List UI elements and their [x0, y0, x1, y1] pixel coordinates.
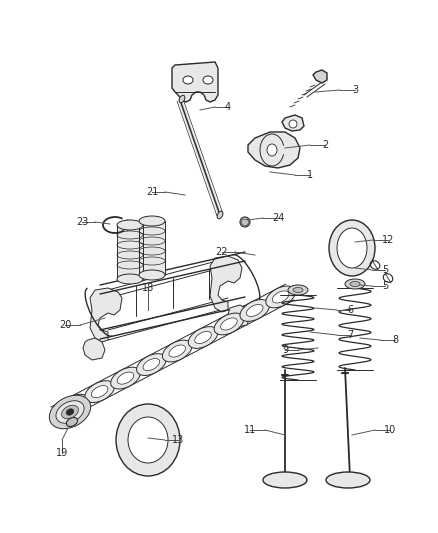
Ellipse shape: [49, 395, 91, 429]
Ellipse shape: [350, 281, 360, 287]
Ellipse shape: [293, 287, 303, 293]
Text: 20: 20: [59, 320, 71, 330]
Polygon shape: [210, 256, 242, 312]
Ellipse shape: [188, 327, 218, 349]
Text: 12: 12: [382, 235, 394, 245]
Text: 10: 10: [384, 425, 396, 435]
Ellipse shape: [66, 409, 74, 415]
Text: 5: 5: [382, 281, 388, 291]
Text: 8: 8: [392, 335, 398, 345]
Ellipse shape: [117, 274, 143, 284]
Ellipse shape: [59, 394, 88, 416]
Ellipse shape: [183, 76, 193, 84]
Polygon shape: [90, 288, 122, 342]
Text: 18: 18: [142, 283, 154, 293]
Ellipse shape: [137, 354, 166, 375]
Ellipse shape: [289, 120, 297, 128]
Text: 4: 4: [225, 102, 231, 112]
Text: 24: 24: [272, 213, 284, 223]
Ellipse shape: [337, 228, 367, 268]
Text: 23: 23: [76, 217, 88, 227]
Ellipse shape: [56, 401, 84, 423]
Text: 22: 22: [216, 247, 228, 257]
Polygon shape: [282, 115, 304, 131]
Ellipse shape: [214, 313, 244, 335]
Ellipse shape: [139, 270, 165, 280]
Text: 9: 9: [282, 345, 288, 355]
Ellipse shape: [329, 220, 375, 276]
Ellipse shape: [111, 367, 140, 389]
Ellipse shape: [62, 405, 78, 419]
Ellipse shape: [272, 291, 289, 303]
Polygon shape: [172, 62, 218, 102]
Text: 19: 19: [56, 448, 68, 458]
Ellipse shape: [247, 304, 263, 317]
Ellipse shape: [203, 76, 213, 84]
Ellipse shape: [169, 345, 186, 357]
Ellipse shape: [85, 381, 114, 402]
Ellipse shape: [116, 404, 180, 476]
Ellipse shape: [128, 417, 168, 463]
Ellipse shape: [117, 220, 143, 230]
Ellipse shape: [67, 417, 78, 426]
Polygon shape: [228, 305, 250, 327]
Ellipse shape: [66, 399, 82, 411]
Polygon shape: [313, 70, 327, 83]
Ellipse shape: [240, 217, 250, 227]
Polygon shape: [83, 338, 105, 360]
Ellipse shape: [288, 285, 308, 295]
Ellipse shape: [162, 340, 192, 362]
Text: 1: 1: [307, 170, 313, 180]
Ellipse shape: [267, 144, 277, 156]
Ellipse shape: [217, 211, 223, 219]
Ellipse shape: [345, 279, 365, 289]
Ellipse shape: [195, 332, 212, 344]
Ellipse shape: [179, 95, 185, 103]
Text: 5: 5: [382, 265, 388, 275]
Ellipse shape: [92, 385, 108, 398]
Bar: [117, 225, 143, 280]
Bar: [139, 221, 165, 276]
Text: 3: 3: [352, 85, 358, 95]
Text: 11: 11: [244, 425, 256, 435]
Text: 7: 7: [347, 330, 353, 340]
Text: 6: 6: [347, 305, 353, 315]
Ellipse shape: [266, 286, 295, 308]
Ellipse shape: [263, 472, 307, 488]
Polygon shape: [248, 132, 300, 168]
Ellipse shape: [221, 318, 237, 330]
Ellipse shape: [117, 372, 134, 384]
Ellipse shape: [326, 472, 370, 488]
Ellipse shape: [139, 216, 165, 226]
Text: 2: 2: [322, 140, 328, 150]
Ellipse shape: [143, 359, 159, 370]
Text: 13: 13: [172, 435, 184, 445]
Ellipse shape: [240, 300, 269, 321]
Text: 21: 21: [146, 187, 158, 197]
